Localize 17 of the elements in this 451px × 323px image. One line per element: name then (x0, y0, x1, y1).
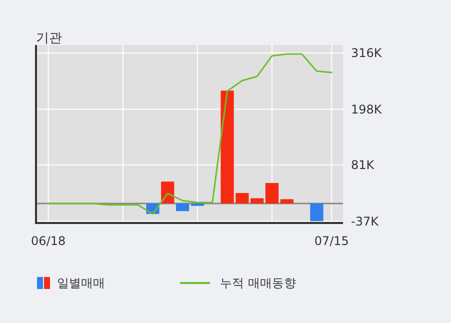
y-tick-label: 316K (351, 46, 383, 60)
x-tick-label: 07/15 (314, 234, 349, 248)
chart-title: 기관 (36, 31, 62, 46)
bar (190, 203, 204, 206)
legend-label: 일별매매 (57, 276, 105, 290)
y-tick-label: 81K (351, 158, 376, 172)
y-tick-label: 198K (351, 102, 383, 116)
line-series (48, 53, 332, 215)
bar (250, 198, 264, 204)
x-tick-label: 06/18 (31, 234, 66, 248)
legend-label: 누적 매매동향 (220, 276, 296, 290)
bar (310, 203, 324, 222)
y-tick-label: -37K (351, 214, 380, 228)
bar (265, 183, 279, 204)
bar (161, 182, 174, 204)
bar (280, 199, 294, 204)
bar (176, 203, 190, 212)
